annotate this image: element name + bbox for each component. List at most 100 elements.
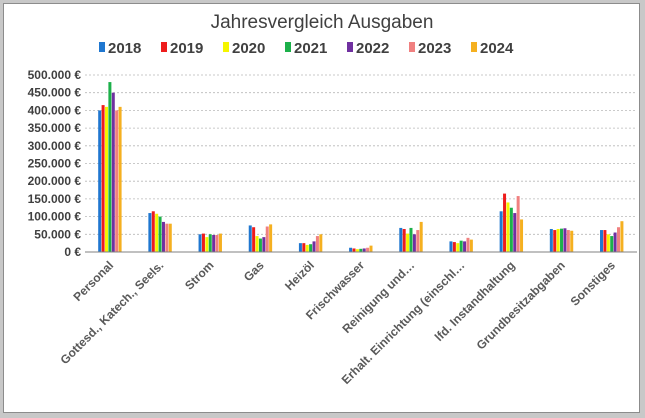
bar (151, 211, 155, 252)
x-tick-label: Strom (182, 258, 216, 292)
gridlines (85, 74, 637, 235)
bar (516, 196, 520, 252)
legend-label: 2022 (356, 40, 389, 57)
bar (509, 207, 513, 252)
bar (600, 230, 604, 252)
bar (560, 228, 564, 252)
bar (212, 235, 216, 252)
bar (98, 110, 102, 253)
bar (265, 226, 269, 252)
y-tick-label: 500.000 € (28, 68, 82, 82)
x-tick-label: Gottesd., Katech., Seels. (57, 258, 166, 367)
bar (499, 211, 503, 252)
legend-swatch (161, 42, 167, 52)
bar (305, 244, 309, 252)
y-tick-label: 350.000 € (28, 121, 82, 135)
y-tick-label: 400.000 € (28, 103, 82, 117)
bar (158, 216, 162, 252)
bar (456, 243, 460, 252)
y-tick-label: 200.000 € (28, 174, 82, 188)
bar (248, 225, 252, 252)
bar (155, 213, 159, 252)
bar (198, 234, 202, 252)
legend-swatch (285, 42, 291, 52)
bar (520, 219, 524, 252)
bar (355, 249, 359, 252)
bar (218, 233, 222, 252)
legend-label: 2020 (232, 40, 265, 57)
bar (269, 224, 273, 252)
bar (161, 221, 165, 252)
legend-label: 2023 (418, 40, 451, 57)
bar (111, 92, 115, 252)
bar (302, 243, 306, 252)
bar (319, 234, 323, 252)
bar (262, 237, 266, 252)
y-tick-label: 150.000 € (28, 192, 82, 206)
bar (459, 240, 463, 252)
bar (463, 241, 467, 252)
x-tick-label: Personal (70, 258, 116, 304)
bar (613, 232, 617, 252)
bar (466, 237, 470, 252)
legend-label: 2021 (294, 40, 327, 57)
bar (309, 244, 313, 252)
legend-swatch (409, 42, 415, 52)
bar (610, 236, 614, 252)
bar (570, 230, 574, 252)
bar (402, 228, 406, 252)
bar (352, 248, 356, 252)
bar (148, 213, 152, 252)
bars (98, 82, 624, 253)
bar (506, 202, 510, 252)
bar (168, 223, 172, 252)
bar (165, 223, 169, 252)
bar (252, 227, 256, 252)
x-tick-label: Grundbesitzabgaben (474, 258, 568, 352)
legend-swatch (99, 42, 105, 52)
bar (362, 248, 366, 252)
bar (359, 248, 363, 252)
y-tick-label: 250.000 € (28, 157, 82, 171)
bar (205, 237, 209, 252)
bar (563, 228, 567, 252)
bar (399, 227, 403, 252)
bar (620, 221, 624, 252)
bar (366, 247, 370, 252)
bar (549, 228, 553, 252)
legend: 2018 2019 2020 2021 2022 2023 2024 (99, 40, 514, 57)
bar-chart: Jahresvergleich Ausgaben 2018 2019 2020 202… (28, 12, 637, 387)
bar (469, 239, 473, 252)
legend-label: 2024 (480, 40, 514, 57)
bar (201, 233, 205, 252)
bar (108, 82, 112, 252)
bar (215, 235, 219, 252)
bar (416, 230, 420, 252)
legend-swatch (471, 42, 477, 52)
legend-swatch (347, 42, 353, 52)
bar (298, 243, 302, 252)
bar (255, 236, 259, 252)
bar (101, 105, 105, 252)
y-tick-label: 100.000 € (28, 210, 82, 224)
bar (603, 230, 607, 252)
bar (409, 227, 413, 252)
bar (406, 233, 410, 252)
bar (349, 247, 353, 252)
legend-label: 2018 (108, 40, 141, 57)
bar (258, 238, 262, 252)
x-tick-label: Gas (241, 258, 267, 284)
x-tick-label: Sonstiges (568, 258, 619, 309)
x-tick-label: Heizöl (282, 258, 317, 293)
bar (369, 245, 373, 252)
y-tick-label: 0 € (64, 245, 81, 259)
bar (449, 241, 453, 252)
legend-label: 2019 (170, 40, 203, 57)
bar (419, 221, 423, 252)
bar (118, 106, 122, 252)
bar (115, 110, 119, 253)
y-tick-label: 50.000 € (34, 227, 81, 241)
legend-swatch (223, 42, 229, 52)
bar (503, 193, 507, 252)
